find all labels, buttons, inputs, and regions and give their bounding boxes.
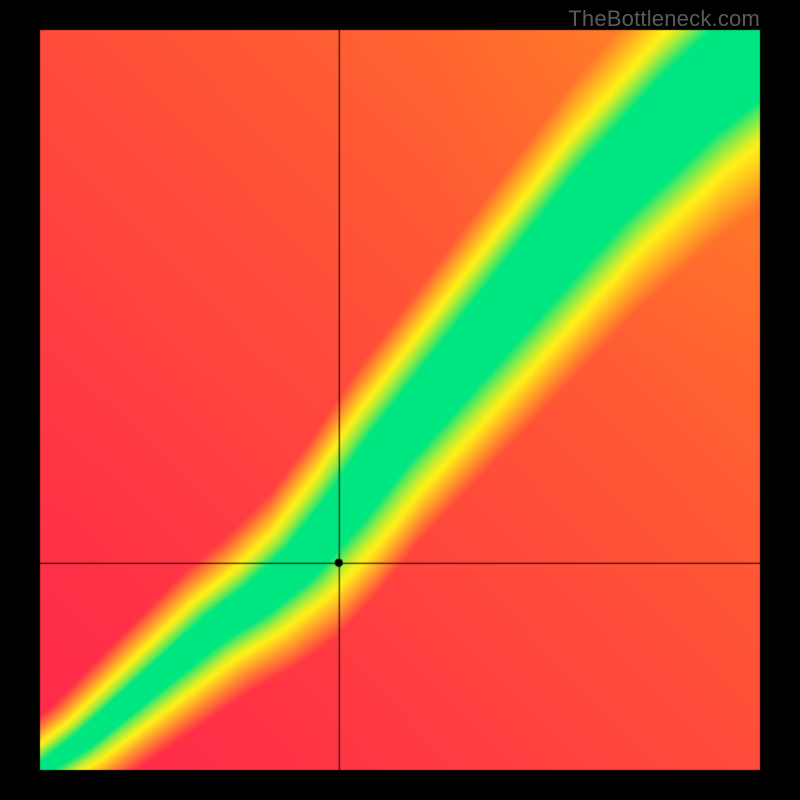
heatmap-canvas [0,0,800,800]
chart-container: TheBottleneck.com [0,0,800,800]
watermark-label: TheBottleneck.com [568,6,760,32]
